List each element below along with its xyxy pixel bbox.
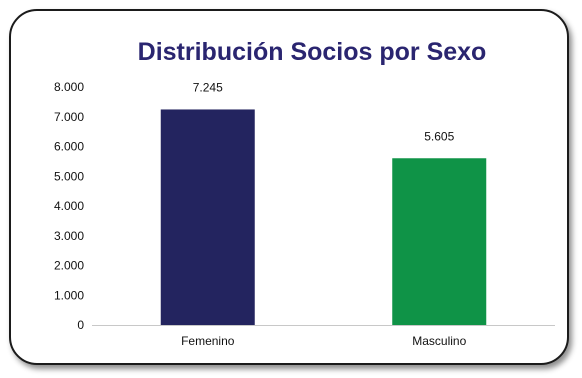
y-tick-label: 1.000 <box>54 288 84 302</box>
bar-femenino <box>160 109 255 326</box>
category-labels: Femenino Masculino <box>181 334 467 348</box>
bar-masculino <box>392 158 487 325</box>
y-axis-ticks: 0 1.000 2.000 3.000 4.000 5.000 6.000 7.000 8.00… <box>54 80 84 332</box>
category-label: Masculino <box>412 334 466 348</box>
y-tick-label: 5.000 <box>54 169 84 183</box>
y-tick-label: 0 <box>77 318 84 332</box>
data-labels: 7.245 5.605 <box>193 80 455 143</box>
y-tick-label: 7.000 <box>54 110 84 124</box>
data-label: 7.245 <box>193 80 223 94</box>
y-tick-label: 8.000 <box>54 80 84 94</box>
bars <box>160 109 487 326</box>
y-tick-label: 6.000 <box>54 140 84 154</box>
y-tick-label: 3.000 <box>54 229 84 243</box>
y-tick-label: 2.000 <box>54 259 84 273</box>
y-tick-label: 4.000 <box>54 199 84 213</box>
category-label: Femenino <box>181 334 235 348</box>
data-label: 5.605 <box>424 129 454 143</box>
chart-title: Distribución Socios por Sexo <box>138 38 487 66</box>
